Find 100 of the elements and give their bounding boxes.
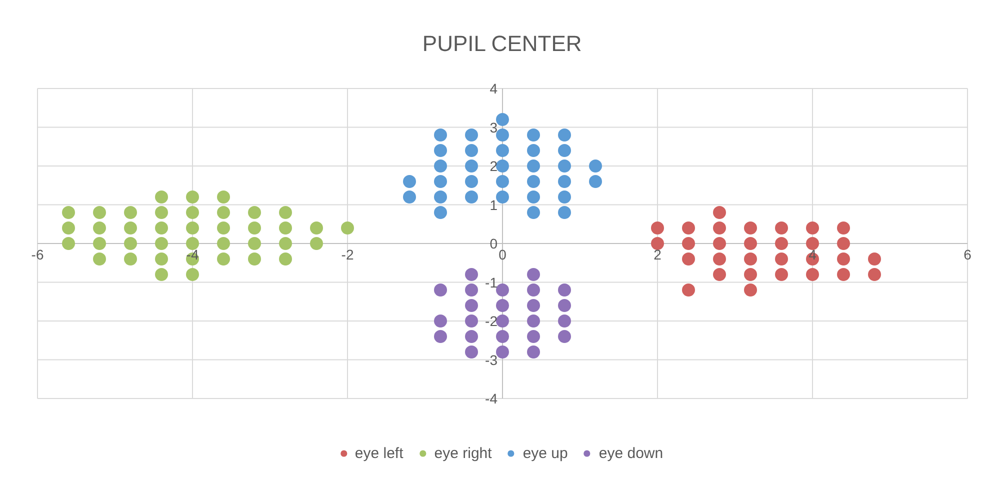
legend-label: eye up [522, 444, 568, 462]
point [217, 206, 230, 219]
point [713, 268, 726, 281]
point [434, 128, 447, 142]
point [279, 252, 292, 266]
point [558, 144, 571, 157]
point [93, 252, 106, 266]
point [527, 299, 540, 312]
point [465, 330, 478, 343]
point [434, 175, 447, 188]
point [682, 284, 695, 296]
point [527, 268, 540, 281]
y-tick-label: 4 [490, 80, 498, 96]
y-tick-label: -1 [485, 274, 498, 290]
y-tick-label: -2 [485, 313, 498, 329]
point [496, 330, 509, 343]
point [744, 252, 757, 266]
point [155, 268, 168, 281]
point [713, 222, 726, 234]
point [465, 268, 478, 281]
point [217, 252, 230, 266]
point [62, 237, 75, 250]
point [775, 237, 788, 250]
x-tick-label: 6 [964, 246, 972, 262]
point [496, 346, 509, 358]
point [806, 222, 819, 234]
point [434, 284, 447, 296]
point [279, 222, 292, 234]
point [186, 268, 199, 281]
point [837, 237, 850, 250]
point [248, 222, 261, 234]
point [465, 175, 478, 188]
point [527, 346, 540, 358]
point [465, 284, 478, 296]
point [744, 237, 757, 250]
point [558, 175, 571, 188]
point [682, 222, 695, 234]
point [589, 160, 602, 172]
point [124, 252, 137, 266]
point [682, 237, 695, 250]
point [496, 314, 509, 328]
point [527, 314, 540, 328]
point [558, 206, 571, 219]
point [434, 206, 447, 219]
point [124, 222, 137, 234]
point [93, 206, 106, 219]
point [217, 190, 230, 204]
point [775, 222, 788, 234]
point [93, 237, 106, 250]
point [155, 222, 168, 234]
point [527, 160, 540, 172]
point [527, 190, 540, 204]
point [403, 175, 416, 188]
point [310, 237, 323, 250]
point [806, 237, 819, 250]
point [527, 284, 540, 296]
point [496, 175, 509, 188]
point [496, 299, 509, 312]
point [434, 314, 447, 328]
point [155, 190, 168, 204]
point [186, 237, 199, 250]
point [434, 160, 447, 172]
point [248, 252, 261, 266]
legend-label: eye right [434, 444, 492, 462]
point [465, 299, 478, 312]
point [186, 222, 199, 234]
point [434, 330, 447, 343]
point [279, 237, 292, 250]
point [868, 252, 881, 266]
point [527, 144, 540, 157]
point [744, 222, 757, 234]
point [465, 144, 478, 157]
point [682, 252, 695, 266]
point [527, 206, 540, 219]
point [558, 190, 571, 204]
point [558, 299, 571, 312]
legend-label: eye down [598, 444, 664, 462]
point [62, 206, 75, 219]
point [465, 314, 478, 328]
point [217, 237, 230, 250]
point [496, 128, 509, 142]
point [155, 206, 168, 219]
point [837, 252, 850, 266]
x-tick-label: -2 [341, 246, 354, 262]
point [310, 222, 323, 234]
point [496, 144, 509, 157]
point [496, 284, 509, 296]
y-tick-label: 2 [490, 158, 498, 174]
point [558, 128, 571, 142]
point [496, 160, 509, 172]
point [465, 190, 478, 204]
point [558, 330, 571, 343]
point [124, 206, 137, 219]
legend-label: eye left [354, 444, 404, 462]
point [465, 346, 478, 358]
x-tick-label: -6 [31, 246, 44, 262]
point [496, 113, 509, 126]
point [651, 237, 664, 250]
point [868, 268, 881, 281]
point [775, 252, 788, 266]
